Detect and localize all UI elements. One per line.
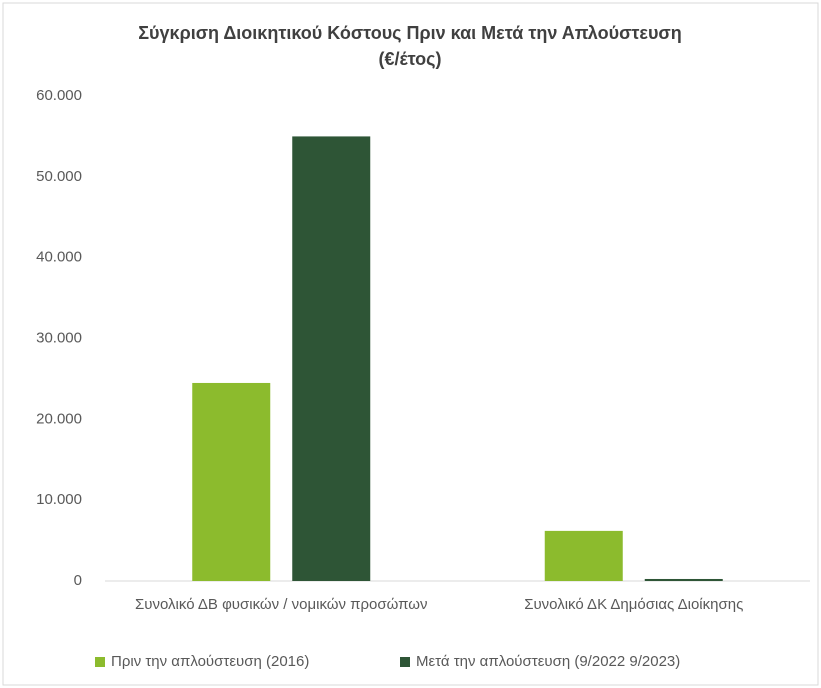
y-tick-label: 0 [74, 572, 82, 589]
bar [644, 578, 723, 581]
bar [192, 382, 271, 581]
legend-label: Μετά την απλούστευση (9/2022 9/2023) [416, 653, 680, 670]
legend-swatch [400, 657, 410, 667]
bar [544, 530, 623, 581]
chart-title: Σύγκριση Διοικητικού Κόστους Πριν και Με… [138, 23, 682, 69]
y-tick-label: 50.000 [36, 168, 82, 185]
x-tick-label: Συνολικό ΔΒ φυσικών / νομικών προσώπων [135, 596, 428, 613]
y-tick-label: 20.000 [36, 410, 82, 427]
y-tick-label: 60.000 [36, 87, 82, 104]
y-tick-label: 30.000 [36, 329, 82, 346]
legend-label: Πριν την απλούστευση (2016) [111, 653, 309, 670]
y-tick-label: 40.000 [36, 249, 82, 266]
bar [292, 136, 371, 581]
x-tick-label: Συνολικό ΔΚ Δημόσιας Διοίκησης [524, 596, 744, 613]
y-tick-label: 10.000 [36, 491, 82, 508]
legend-swatch [95, 657, 105, 667]
